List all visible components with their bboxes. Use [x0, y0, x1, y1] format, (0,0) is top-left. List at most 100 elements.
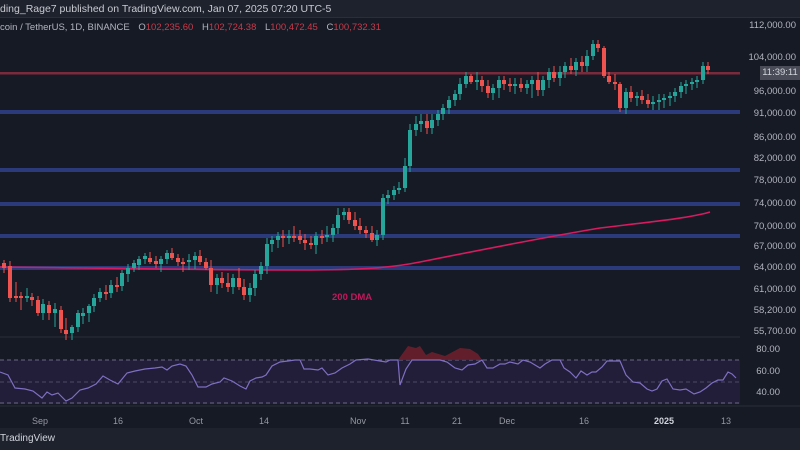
- resistance-line[interactable]: [0, 72, 740, 75]
- candle: [701, 66, 705, 80]
- candle: [502, 80, 506, 84]
- candle: [508, 84, 512, 86]
- support-line[interactable]: [0, 110, 740, 114]
- candle: [618, 84, 622, 108]
- candle: [159, 259, 163, 264]
- rsi-tick: 40.00: [756, 387, 780, 398]
- low-label: L: [265, 22, 271, 33]
- candle: [657, 100, 661, 102]
- candle: [347, 212, 351, 220]
- candle: [585, 56, 589, 66]
- close-value: 100,732.31: [333, 22, 381, 33]
- candle: [629, 92, 633, 98]
- candle: [414, 124, 418, 130]
- candle: [646, 100, 650, 104]
- candle: [170, 253, 174, 258]
- time-tick: 16: [112, 416, 124, 426]
- candle: [242, 287, 246, 295]
- candle: [187, 260, 191, 262]
- candle: [668, 96, 672, 98]
- candle: [36, 300, 40, 313]
- dma-200-line[interactable]: [0, 211, 711, 271]
- price-tick: 96,000.00: [753, 86, 796, 97]
- candle: [684, 84, 688, 86]
- candle: [109, 285, 113, 293]
- candle: [281, 236, 285, 238]
- price-chart[interactable]: [0, 0, 800, 430]
- candle: [181, 262, 185, 264]
- time-tick: Dec: [498, 416, 516, 426]
- candle: [375, 235, 379, 240]
- candle: [358, 226, 362, 230]
- candle: [497, 80, 501, 88]
- price-tick: 74,000.00: [753, 198, 796, 209]
- candle: [209, 268, 213, 285]
- candle: [53, 309, 57, 313]
- candle: [253, 274, 257, 288]
- candle: [193, 256, 197, 260]
- candle: [120, 273, 124, 286]
- candle: [198, 256, 202, 262]
- candle: [14, 296, 18, 298]
- candle: [673, 92, 677, 96]
- price-tick: 61,000.00: [753, 284, 796, 295]
- support-line[interactable]: [0, 168, 740, 172]
- rsi-band: [0, 360, 740, 404]
- candle: [81, 313, 85, 316]
- candle: [248, 288, 252, 295]
- candle: [76, 313, 80, 327]
- candle: [480, 80, 484, 86]
- rsi-tick: 80.00: [756, 344, 780, 355]
- candle: [569, 66, 573, 70]
- candle: [331, 228, 335, 235]
- candle: [98, 292, 102, 298]
- price-tick: 82,000.00: [753, 153, 796, 164]
- publish-bar: ding_Rage7 published on TradingView.com,…: [0, 0, 800, 18]
- price-tick: 78,000.00: [753, 175, 796, 186]
- time-tick: Nov: [349, 416, 367, 426]
- time-tick: 11: [400, 416, 410, 426]
- candle: [430, 120, 434, 128]
- candle: [70, 327, 74, 333]
- candle: [154, 261, 158, 264]
- candle: [148, 258, 152, 262]
- candle: [530, 80, 534, 84]
- candle: [64, 330, 68, 334]
- candle: [314, 236, 318, 245]
- time-tick: Oct: [188, 416, 204, 426]
- candle: [104, 292, 108, 294]
- open-value: 102,235.60: [145, 22, 194, 33]
- candle: [453, 94, 457, 100]
- candle: [8, 266, 12, 298]
- candle: [386, 195, 390, 198]
- rsi-overbought-fill: [398, 346, 482, 360]
- price-tick: 58,200.00: [753, 305, 796, 316]
- price-tick: 64,000.00: [753, 262, 796, 273]
- candle: [292, 236, 296, 238]
- footer-bar: TradingView: [0, 428, 800, 450]
- candle: [441, 108, 445, 114]
- symbol-name[interactable]: coin / TetherUS, 1D, BINANCE: [0, 22, 130, 33]
- candle: [475, 80, 479, 82]
- price-tick: 67,000.00: [753, 241, 796, 252]
- candle: [270, 240, 274, 244]
- candle: [397, 188, 401, 190]
- dma-label: 200 DMA: [332, 292, 373, 303]
- candle: [276, 236, 280, 240]
- candle: [607, 76, 611, 82]
- candle: [176, 258, 180, 262]
- high-value: 102,724.38: [208, 22, 257, 33]
- candle: [165, 253, 169, 259]
- brand-label[interactable]: TradingView: [0, 433, 56, 444]
- candle: [525, 84, 529, 88]
- candle: [126, 268, 130, 274]
- close-label: C: [326, 22, 334, 33]
- candle: [336, 215, 340, 228]
- time-tick: Sep: [31, 416, 49, 426]
- candle: [436, 114, 440, 120]
- candle: [464, 76, 468, 84]
- symbol-legend: coin / TetherUS, 1D, BINANCE O102,235.60…: [0, 22, 381, 33]
- candle: [381, 198, 385, 235]
- support-line[interactable]: [0, 202, 740, 206]
- candle: [325, 235, 329, 237]
